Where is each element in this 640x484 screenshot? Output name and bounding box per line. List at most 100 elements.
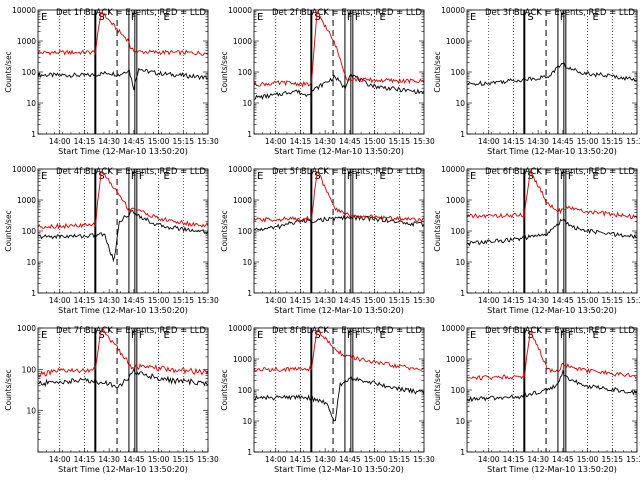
x-tick-label: 14:00 bbox=[49, 137, 71, 146]
annotation-label: F bbox=[347, 12, 353, 23]
x-tick-label: 15:30 bbox=[197, 137, 219, 146]
y-tick-label: 10 bbox=[455, 258, 465, 267]
x-tick-label: 15:30 bbox=[413, 455, 435, 464]
y-tick-label: 100 bbox=[22, 227, 37, 236]
x-tick-label: 15:15 bbox=[601, 455, 623, 464]
panel-title: Det 3f BLACK = Events, RED = LLD bbox=[485, 8, 635, 18]
x-tick-label: 15:30 bbox=[626, 455, 640, 464]
x-axis-label: Start Time (12-Mar-10 13:50:20) bbox=[58, 306, 188, 315]
x-tick-label: 14:30 bbox=[314, 455, 336, 464]
x-tick-label: 15:00 bbox=[364, 455, 386, 464]
y-axis-label: Counts/sec bbox=[433, 210, 442, 251]
panel-title: Det 2f BLACK = Events, RED = LLD bbox=[272, 8, 422, 18]
x-tick-label: 15:30 bbox=[626, 296, 640, 305]
y-tick-label: 10 bbox=[242, 417, 252, 426]
plot-frame bbox=[37, 168, 209, 294]
x-tick-label: 14:30 bbox=[527, 296, 549, 305]
x-tick-label: 14:00 bbox=[49, 455, 71, 464]
annotation-label: F bbox=[355, 330, 361, 341]
annotation-label: E bbox=[380, 12, 386, 23]
x-tick-label: 15:30 bbox=[413, 296, 435, 305]
panel-title: Det 9f BLACK = Events, RED = LLD bbox=[485, 326, 635, 336]
y-tick-label: 1000 bbox=[233, 355, 252, 364]
annotation-label: E bbox=[41, 171, 47, 182]
y-tick-label: 100 bbox=[451, 68, 466, 77]
y-tick-label: 10 bbox=[242, 258, 252, 267]
annotation-label: F bbox=[131, 171, 137, 182]
annotation-label: E bbox=[593, 171, 599, 182]
annotation-label: F bbox=[347, 330, 353, 341]
panel-title: Det 4f BLACK = Events, RED = LLD bbox=[56, 167, 206, 177]
annotation-label: E bbox=[41, 12, 47, 23]
y-tick-label: 1000 bbox=[446, 355, 465, 364]
y-tick-label: 1 bbox=[247, 448, 252, 457]
y-tick-label: 10000 bbox=[228, 324, 252, 333]
y-tick-label: 100 bbox=[238, 68, 253, 77]
annotation-label: E bbox=[380, 171, 386, 182]
annotation-label: S bbox=[98, 171, 104, 182]
plot-frame bbox=[466, 168, 638, 294]
x-tick-label: 14:45 bbox=[123, 455, 145, 464]
x-tick-label: 14:30 bbox=[314, 296, 336, 305]
x-tick-label: 15:00 bbox=[577, 137, 599, 146]
annotation-label: S bbox=[98, 330, 104, 341]
x-tick-label: 14:45 bbox=[552, 296, 574, 305]
x-tick-label: 15:00 bbox=[148, 296, 170, 305]
x-tick-label: 14:00 bbox=[478, 137, 500, 146]
y-tick-label: 10 bbox=[26, 258, 36, 267]
annotation-label: E bbox=[470, 171, 476, 182]
series-line-events bbox=[254, 73, 424, 100]
panel-title: Det 7f BLACK = Events, RED = LLD bbox=[56, 326, 206, 336]
series-line-lld bbox=[254, 10, 424, 88]
y-tick-label: 10 bbox=[455, 417, 465, 426]
annotation-label: E bbox=[593, 12, 599, 23]
annotation-label: F bbox=[355, 171, 361, 182]
annotation-label: F bbox=[131, 330, 137, 341]
y-axis-label: Counts/sec bbox=[433, 369, 442, 410]
x-axis-label: Start Time (12-Mar-10 13:50:20) bbox=[274, 306, 404, 315]
annotation-label: E bbox=[470, 330, 476, 341]
x-axis-label: Start Time (12-Mar-10 13:50:20) bbox=[274, 465, 404, 474]
x-tick-label: 15:00 bbox=[364, 296, 386, 305]
x-tick-label: 14:15 bbox=[74, 455, 96, 464]
y-tick-label: 100 bbox=[238, 386, 253, 395]
annotation-label: F bbox=[347, 171, 353, 182]
series-line-lld bbox=[254, 328, 424, 373]
x-tick-label: 14:45 bbox=[339, 455, 361, 464]
series-line-lld bbox=[38, 170, 208, 230]
y-tick-label: 1000 bbox=[17, 196, 36, 205]
x-tick-label: 15:15 bbox=[388, 455, 410, 464]
panel-title: Det 6f BLACK = Events, RED = LLD bbox=[485, 167, 635, 177]
x-tick-label: 14:00 bbox=[265, 455, 287, 464]
x-tick-label: 14:15 bbox=[503, 455, 525, 464]
annotation-label: E bbox=[164, 171, 170, 182]
series-line-events bbox=[38, 209, 208, 263]
x-tick-label: 15:15 bbox=[388, 296, 410, 305]
y-tick-label: 10000 bbox=[12, 6, 36, 15]
annotation-label: E bbox=[257, 12, 263, 23]
x-tick-label: 14:45 bbox=[339, 296, 361, 305]
x-tick-label: 15:00 bbox=[577, 455, 599, 464]
x-tick-label: 15:00 bbox=[148, 137, 170, 146]
y-tick-label: 100 bbox=[22, 365, 37, 374]
series-line-events bbox=[254, 214, 424, 232]
x-tick-label: 15:15 bbox=[172, 296, 194, 305]
x-tick-label: 15:15 bbox=[601, 296, 623, 305]
plot-frame bbox=[253, 168, 425, 294]
x-axis-label: Start Time (12-Mar-10 13:50:20) bbox=[58, 465, 188, 474]
y-tick-label: 100 bbox=[22, 68, 37, 77]
x-tick-label: 14:15 bbox=[290, 455, 312, 464]
y-tick-label: 1000 bbox=[446, 196, 465, 205]
annotation-label: F bbox=[139, 171, 145, 182]
panel-title: Det 8f BLACK = Events, RED = LLD bbox=[272, 326, 422, 336]
x-tick-label: 14:45 bbox=[123, 137, 145, 146]
plot-frame bbox=[253, 9, 425, 135]
x-tick-label: 14:30 bbox=[527, 137, 549, 146]
x-tick-label: 14:30 bbox=[98, 455, 120, 464]
